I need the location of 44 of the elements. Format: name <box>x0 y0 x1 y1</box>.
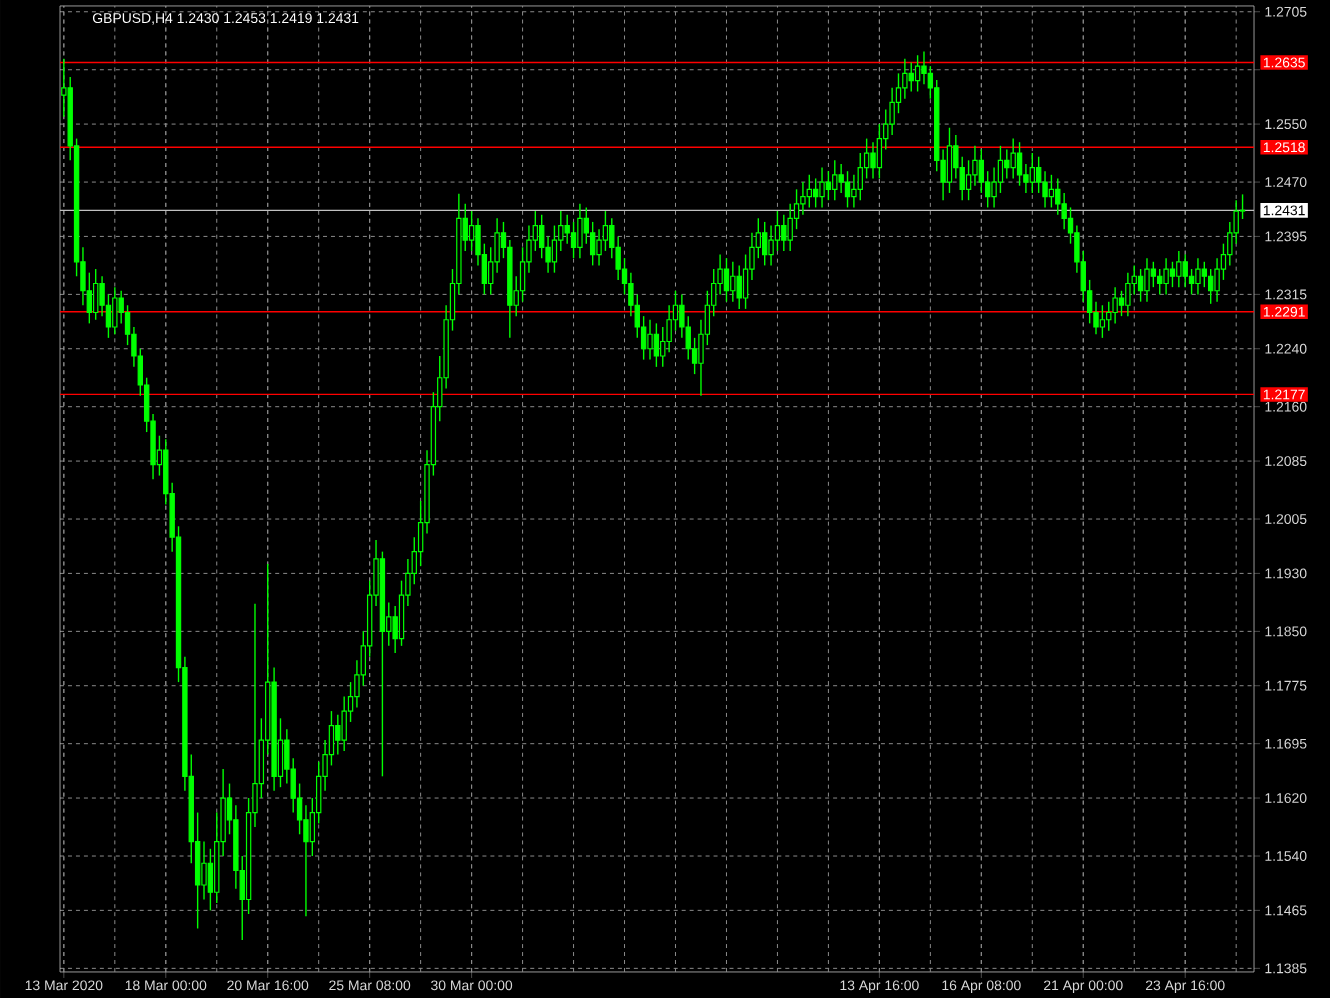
candlestick <box>730 261 736 303</box>
candlestick <box>1207 268 1214 305</box>
candlestick <box>112 286 118 335</box>
candlestick <box>1163 257 1169 296</box>
candlestick <box>647 319 653 361</box>
candlestick <box>1125 271 1131 317</box>
candlestick <box>1029 152 1035 194</box>
candlestick <box>1112 286 1118 325</box>
candlestick <box>1169 261 1176 288</box>
candlestick <box>201 840 207 901</box>
candlestick <box>653 322 660 368</box>
candlestick <box>92 268 99 321</box>
candlestick <box>207 848 214 912</box>
candlestick <box>914 54 921 93</box>
candlestick <box>781 213 787 252</box>
candlestick <box>908 61 914 93</box>
candlestick <box>761 221 768 267</box>
candlestick <box>1118 290 1125 317</box>
candlestick <box>1004 148 1010 180</box>
candlestick <box>723 257 730 303</box>
candlestick <box>844 170 851 209</box>
candlestick <box>1016 141 1023 187</box>
candlestick <box>736 264 742 310</box>
candlestick <box>946 127 953 194</box>
candlestick <box>570 221 577 259</box>
candlestick <box>812 177 819 209</box>
candlestick <box>1048 174 1055 209</box>
candlestick <box>577 203 583 259</box>
candlestick <box>819 166 825 209</box>
candlestick <box>1195 257 1201 296</box>
candlestick <box>825 170 832 201</box>
candlestick <box>335 714 341 756</box>
candlestick <box>1176 250 1182 288</box>
candlestick <box>1150 261 1157 288</box>
candlestick <box>832 159 838 201</box>
candlestick <box>870 141 876 180</box>
candlestick <box>468 210 475 252</box>
candlestick <box>1157 268 1163 296</box>
candlestick <box>1182 253 1188 288</box>
candlestick <box>1137 268 1144 303</box>
candlestick <box>806 174 812 209</box>
candlestick <box>1144 257 1150 303</box>
candlestick <box>1099 304 1106 339</box>
candlestick <box>1010 137 1016 180</box>
